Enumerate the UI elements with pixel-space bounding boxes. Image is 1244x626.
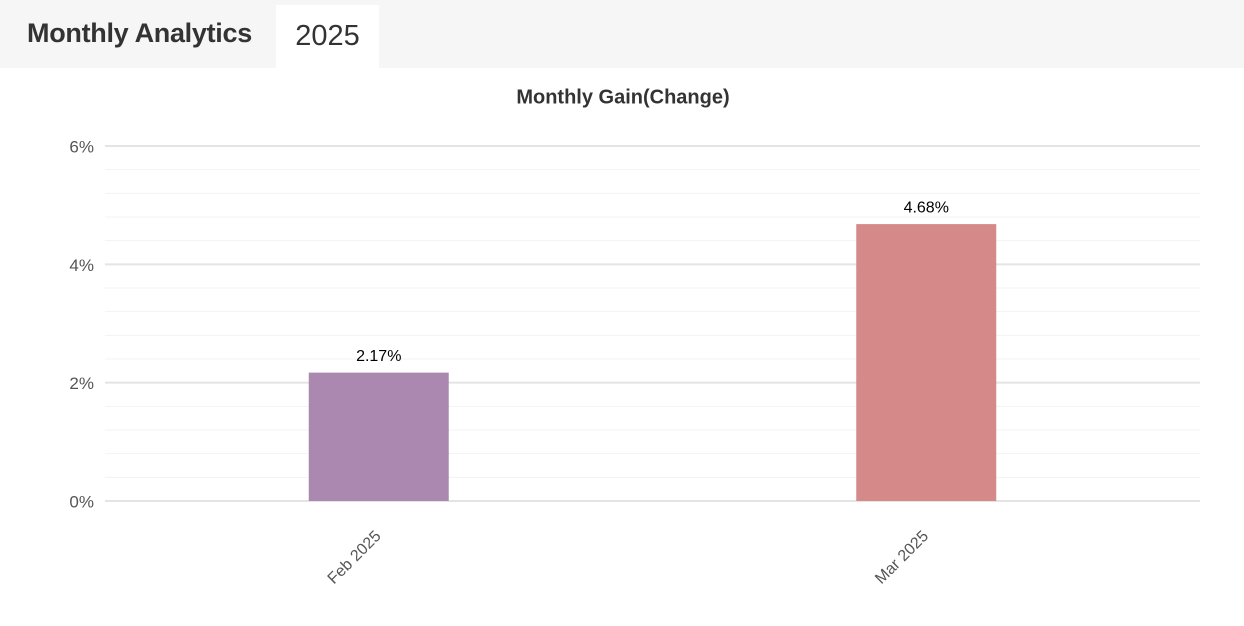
year-tab[interactable]: 2025 — [276, 5, 379, 68]
chart: Monthly Gain(Change) 0% 2% 4% 6% Feb 2025 2.1… — [69, 86, 1200, 588]
chart-title: Monthly Gain(Change) — [516, 86, 729, 108]
bar — [308, 372, 449, 501]
value-label: 2.17% — [356, 348, 401, 365]
header: Monthly Analytics 2025 — [0, 0, 1244, 68]
y-tick-label: 2% — [69, 374, 94, 393]
value-label: 4.68% — [904, 199, 949, 216]
y-tick-label: 4% — [69, 256, 94, 275]
x-tick-label: Mar 2025 — [872, 528, 932, 588]
bar — [856, 224, 997, 501]
x-tick-label: Feb 2025 — [325, 528, 385, 588]
header-title: Monthly Analytics — [27, 18, 252, 48]
y-tick-label: 6% — [69, 137, 94, 156]
y-tick-label: 0% — [69, 492, 94, 511]
